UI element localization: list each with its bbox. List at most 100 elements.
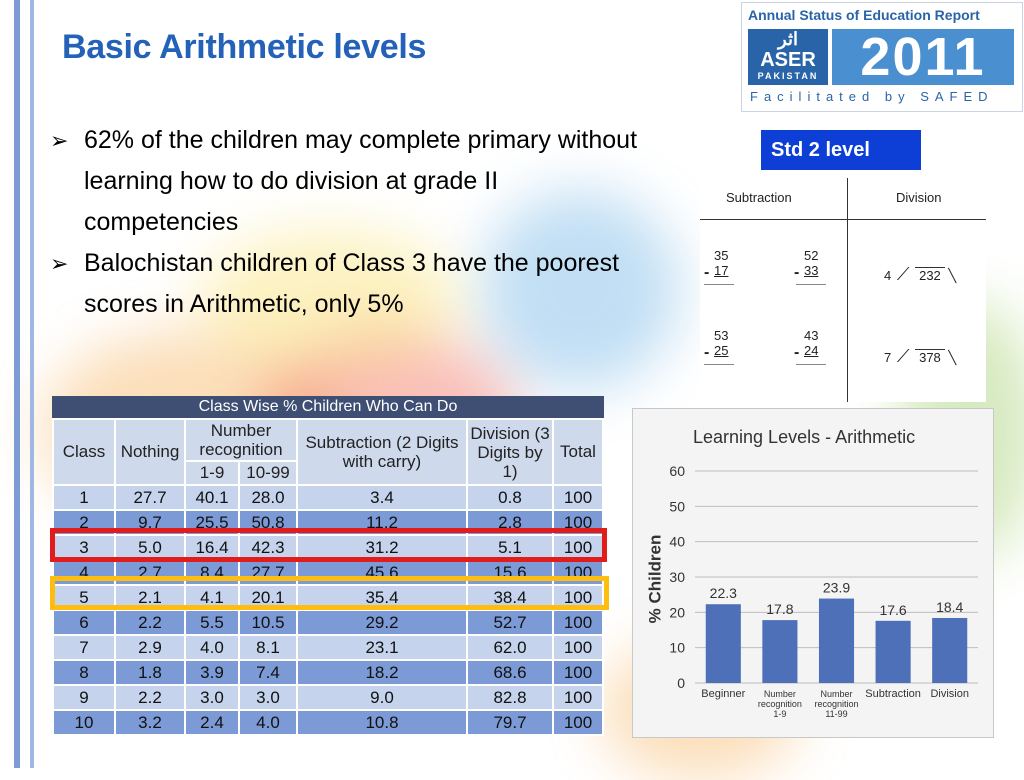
y-tick-label: 10 (669, 640, 685, 656)
learning-levels-chart: Learning Levels - Arithmetic % Children … (632, 408, 994, 738)
x-tick-label: Beginner (701, 688, 745, 700)
y-tick-label: 20 (669, 604, 685, 620)
x-tick-label: recognition (814, 699, 858, 709)
division-bracket-icon: ╲ (948, 268, 957, 283)
table-row: 10 3.2 2.4 4.0 10.8 79.7 100 (52, 709, 604, 736)
logo-aser-block: اثر ASER PAKISTAN (748, 29, 828, 85)
logo-aser: ASER (760, 49, 816, 71)
division-bracket-icon: ⟋ (896, 264, 910, 284)
y-tick-label: 0 (677, 675, 685, 691)
table-cell: 2.9 (114, 634, 186, 661)
table-cell: 68.6 (466, 659, 554, 686)
data-label: 17.8 (766, 601, 793, 617)
table-cell: 5.1 (466, 534, 554, 561)
problem-top: 52 (804, 248, 819, 263)
left-accent-bar (30, 0, 34, 768)
table-cell: 1.8 (114, 659, 186, 686)
x-tick-label: Division (930, 688, 969, 700)
subtraction-problem: 53 25 (704, 328, 734, 366)
logo-year: 2011 (832, 29, 1014, 85)
table-cell: 6 (52, 609, 116, 636)
problem-bottom: 24 (804, 343, 819, 358)
chart-title: Learning Levels - Arithmetic (693, 427, 916, 447)
table-cell: 3.4 (296, 484, 468, 511)
logo-report-name: Annual Status of Education Report (748, 7, 980, 23)
x-tick-label: 1-9 (773, 709, 786, 719)
divisor: 4 (884, 268, 892, 283)
table-cell: 100 (552, 709, 604, 736)
x-tick-label: 11-99 (825, 709, 847, 719)
division-header: Division (896, 190, 942, 205)
y-tick-label: 40 (669, 534, 685, 550)
table-title: Class Wise % Children Who Can Do (52, 396, 604, 418)
result-line (704, 284, 734, 286)
bullet-list: ➢ 62% of the children may complete prima… (48, 120, 648, 325)
table-cell: 100 (552, 684, 604, 711)
col-header-total: Total (552, 418, 604, 486)
table-cell: 9 (52, 684, 116, 711)
subtraction-header: Subtraction (726, 190, 792, 205)
dividend: 378 (915, 349, 945, 365)
subtraction-problem: 35 17 (704, 248, 734, 286)
data-label: 17.6 (879, 602, 906, 618)
table-cell: 100 (552, 609, 604, 636)
col-header-number-recognition: Number recognition (184, 418, 298, 462)
std-level-label: Std 2 level (761, 130, 921, 170)
table-cell: 10 (52, 709, 116, 736)
minus-sign: - (704, 264, 710, 281)
problem-bottom: 25 (714, 343, 729, 358)
table-cell: 3.2 (114, 709, 186, 736)
table-cell: 8 (52, 659, 116, 686)
slide-title: Basic Arithmetic levels (62, 28, 427, 66)
dividend: 232 (915, 267, 945, 283)
table-cell: 7 (52, 634, 116, 661)
bullet-item: ➢ 62% of the children may complete prima… (48, 120, 648, 243)
col-header-class: Class (52, 418, 116, 486)
table-row: 9 2.2 3.0 3.0 9.0 82.8 100 (52, 684, 604, 711)
result-line (796, 284, 826, 286)
table-cell: 0.8 (466, 484, 554, 511)
table-cell: 8.1 (238, 634, 298, 661)
col-header-nothing: Nothing (114, 418, 186, 486)
minus-sign: - (794, 264, 800, 281)
bar (762, 620, 798, 683)
table-cell: 5.5 (184, 609, 240, 636)
col-header-division: Division (3 Digits by 1) (466, 418, 554, 486)
table-cell: 4.0 (184, 634, 240, 661)
table-cell: 10.5 (238, 609, 298, 636)
table-cell: 100 (552, 484, 604, 511)
table-cell: 2.2 (114, 609, 186, 636)
result-line (704, 364, 734, 366)
subtraction-problem: 43 24 (796, 328, 826, 366)
bullet-text: Balochistan children of Class 3 have the… (84, 249, 620, 318)
data-label: 18.4 (936, 599, 963, 615)
division-bracket-icon: ⟋ (896, 346, 910, 366)
y-tick-label: 30 (669, 569, 685, 585)
background-blob (480, 190, 680, 390)
std-level-examples: Subtraction Division 35 17 - 52 33 - 53 … (700, 178, 986, 402)
divider (700, 219, 986, 220)
x-tick-label: Number (764, 689, 796, 699)
problem-top: 53 (714, 328, 729, 343)
divisor: 7 (884, 350, 892, 365)
division-problem: 7 ⟋ 378 ╲ (884, 346, 956, 367)
divider (847, 178, 848, 402)
bar (705, 604, 741, 683)
table-cell: 100 (552, 634, 604, 661)
col-header-subtraction: Subtraction (2 Digits with carry) (296, 418, 468, 486)
left-accent-bar (14, 0, 20, 768)
highlight-class-5 (50, 576, 609, 610)
table-cell: 7.4 (238, 659, 298, 686)
table-cell: 62.0 (466, 634, 554, 661)
col-header-nr-10-99: 10-99 (238, 460, 298, 486)
table-cell: 28.0 (238, 484, 298, 511)
minus-sign: - (794, 344, 800, 361)
table-cell: 82.8 (466, 684, 554, 711)
table-cell: 18.2 (296, 659, 468, 686)
problem-bottom: 17 (714, 263, 729, 278)
table-cell: 3.9 (184, 659, 240, 686)
bar (875, 620, 911, 683)
problem-bottom: 33 (804, 263, 819, 278)
arrow-bullet-icon: ➢ (50, 251, 69, 276)
division-bracket-icon: ╲ (948, 350, 957, 365)
